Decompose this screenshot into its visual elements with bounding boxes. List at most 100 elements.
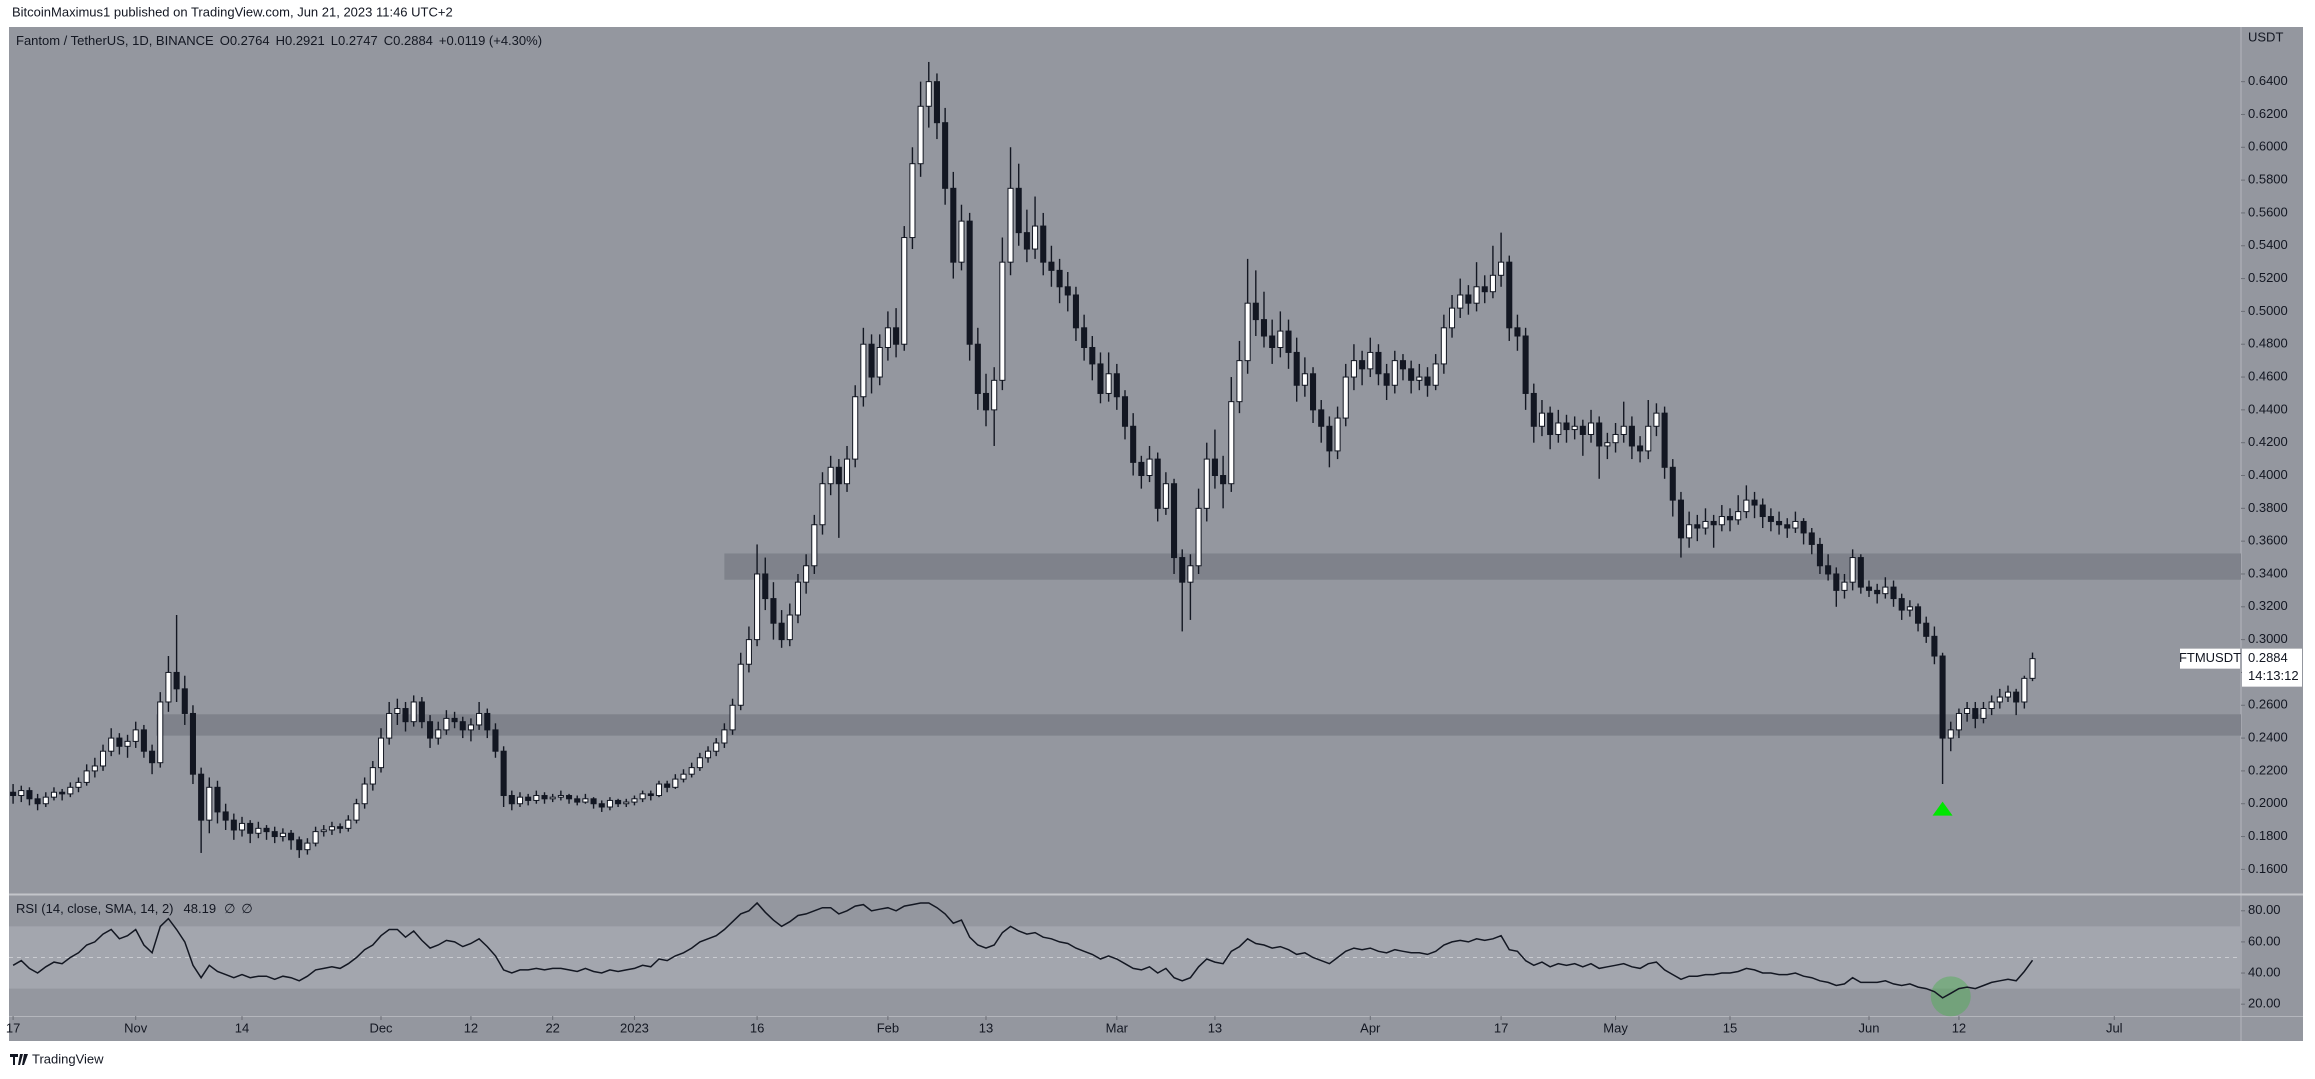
candle-body-down [1072,294,1079,329]
candle-body-up [721,729,728,744]
candle-body-up [328,826,335,831]
candle-body-up [1947,729,1954,739]
candle-body-up [353,803,360,821]
candle-body-down [1056,269,1063,288]
candle-body-up [852,396,859,460]
candle-body-down [525,796,532,801]
x-tick-label: 17 [1494,1020,1508,1035]
candle-body-down [1023,232,1030,250]
candle-body-down [500,750,507,797]
candle-body-down [1179,557,1186,583]
y-tick-label: 0.5800 [2248,172,2288,187]
candle-body-down [1972,708,1979,719]
candle-body-down [982,392,990,411]
candle-body-up [1473,286,1480,304]
candle-body-down [1857,557,1864,588]
candle-body-down [1825,565,1832,575]
x-tick-label: 13 [1208,1020,1222,1035]
rsi-y-tick-label: 60.00 [2248,933,2281,948]
candle-body-down [1171,483,1178,559]
footer-brand: TradingView [32,1051,104,1066]
candle-body-down [1923,622,1930,637]
candle-body-down [541,795,548,800]
candle-body-down [1383,373,1390,386]
candle-body-down [288,832,295,841]
legend-title: Fantom / TetherUS, 1D, BINANCE [16,33,214,48]
candle-body-down [1915,606,1922,624]
candle-body-down [1677,499,1684,539]
candle-body-up [925,81,932,107]
candle-body-up [165,671,172,703]
candle-body-down [1800,520,1807,534]
chart-legend: Fantom / TetherUS, 1D, BINANCE O0.2764 H0.… [16,33,542,48]
candle-body-down [1154,458,1161,509]
candle-body-up [50,791,58,798]
candle-body-down [1661,412,1668,468]
rsi-na-1: ∅ [224,901,235,916]
candle-body-up [1391,360,1398,386]
x-tick-label: 13 [979,1020,993,1035]
candle-body-down [1081,327,1088,349]
candle-body-up [696,757,703,769]
candle-body-down [427,721,434,739]
candle-body-up [108,737,115,752]
candle-body-up [206,786,213,821]
candle-body-up [516,796,524,805]
candle-body-down [1399,360,1407,370]
x-tick-label: 2023 [620,1020,649,1035]
candle-body-down [1310,373,1317,411]
candle-body-up [582,798,589,803]
rsi-y-tick-label: 80.00 [2248,902,2281,917]
buy-marker [1932,801,1953,816]
candle-body-down [1865,586,1873,591]
candle-body-down [1211,458,1218,477]
candle-body-down [492,729,499,752]
candle-body-up [1244,302,1251,362]
candle-body-up [1498,261,1505,276]
candle-body-up [958,220,965,263]
candle-body-up [1702,520,1709,529]
candle-body-up [811,524,818,567]
symbol-tag: FTMUSDT [2179,650,2241,665]
candle-body-down [974,343,981,394]
candle-body-up [157,701,164,764]
y-tick-label: 0.5400 [2248,237,2288,252]
price-tag: 0.2884 [2248,650,2288,665]
candle-body-down [59,791,66,795]
candle-body-down [1326,425,1333,452]
candle-body-up [794,581,802,616]
y-tick-label: 0.4800 [2248,336,2288,351]
candle-body-up [991,379,998,411]
y-tick-label: 0.4600 [2248,368,2288,383]
candle-body-up [304,842,311,851]
candle-body-down [664,783,671,788]
candle-body-down [1260,319,1268,337]
candle-body-down [337,826,344,829]
candle-body-up [1882,586,1889,595]
x-tick-label: 14 [235,1020,249,1035]
y-tick-label: 0.6400 [2248,73,2288,88]
footer-logo [10,1054,28,1065]
candle-body-up [312,831,319,844]
rsi-y-tick-label: 20.00 [2248,996,2281,1011]
candle-body-down [1220,475,1227,485]
candle-body-up [827,466,834,485]
candle-body-down [1759,504,1766,518]
legend-open: O0.2764 [220,33,270,48]
candle-body-down [1048,261,1055,271]
candle-body-up [1457,294,1464,309]
candle-body-down [1040,225,1047,263]
candle-body-up [435,729,442,739]
candle-body-down [459,721,466,731]
candle-body-down [181,688,188,714]
candle-body-down [1064,286,1071,296]
candle-body-up [917,105,924,165]
candle-body-down [615,799,622,805]
candle-body-down [1375,351,1382,375]
x-tick-label: 16 [750,1020,764,1035]
candle-body-down [247,822,254,834]
candle-body-down [1138,461,1145,477]
y-tick-label: 0.4200 [2248,434,2288,449]
candle-body-up [639,793,646,800]
candle-body-down [1596,422,1603,447]
